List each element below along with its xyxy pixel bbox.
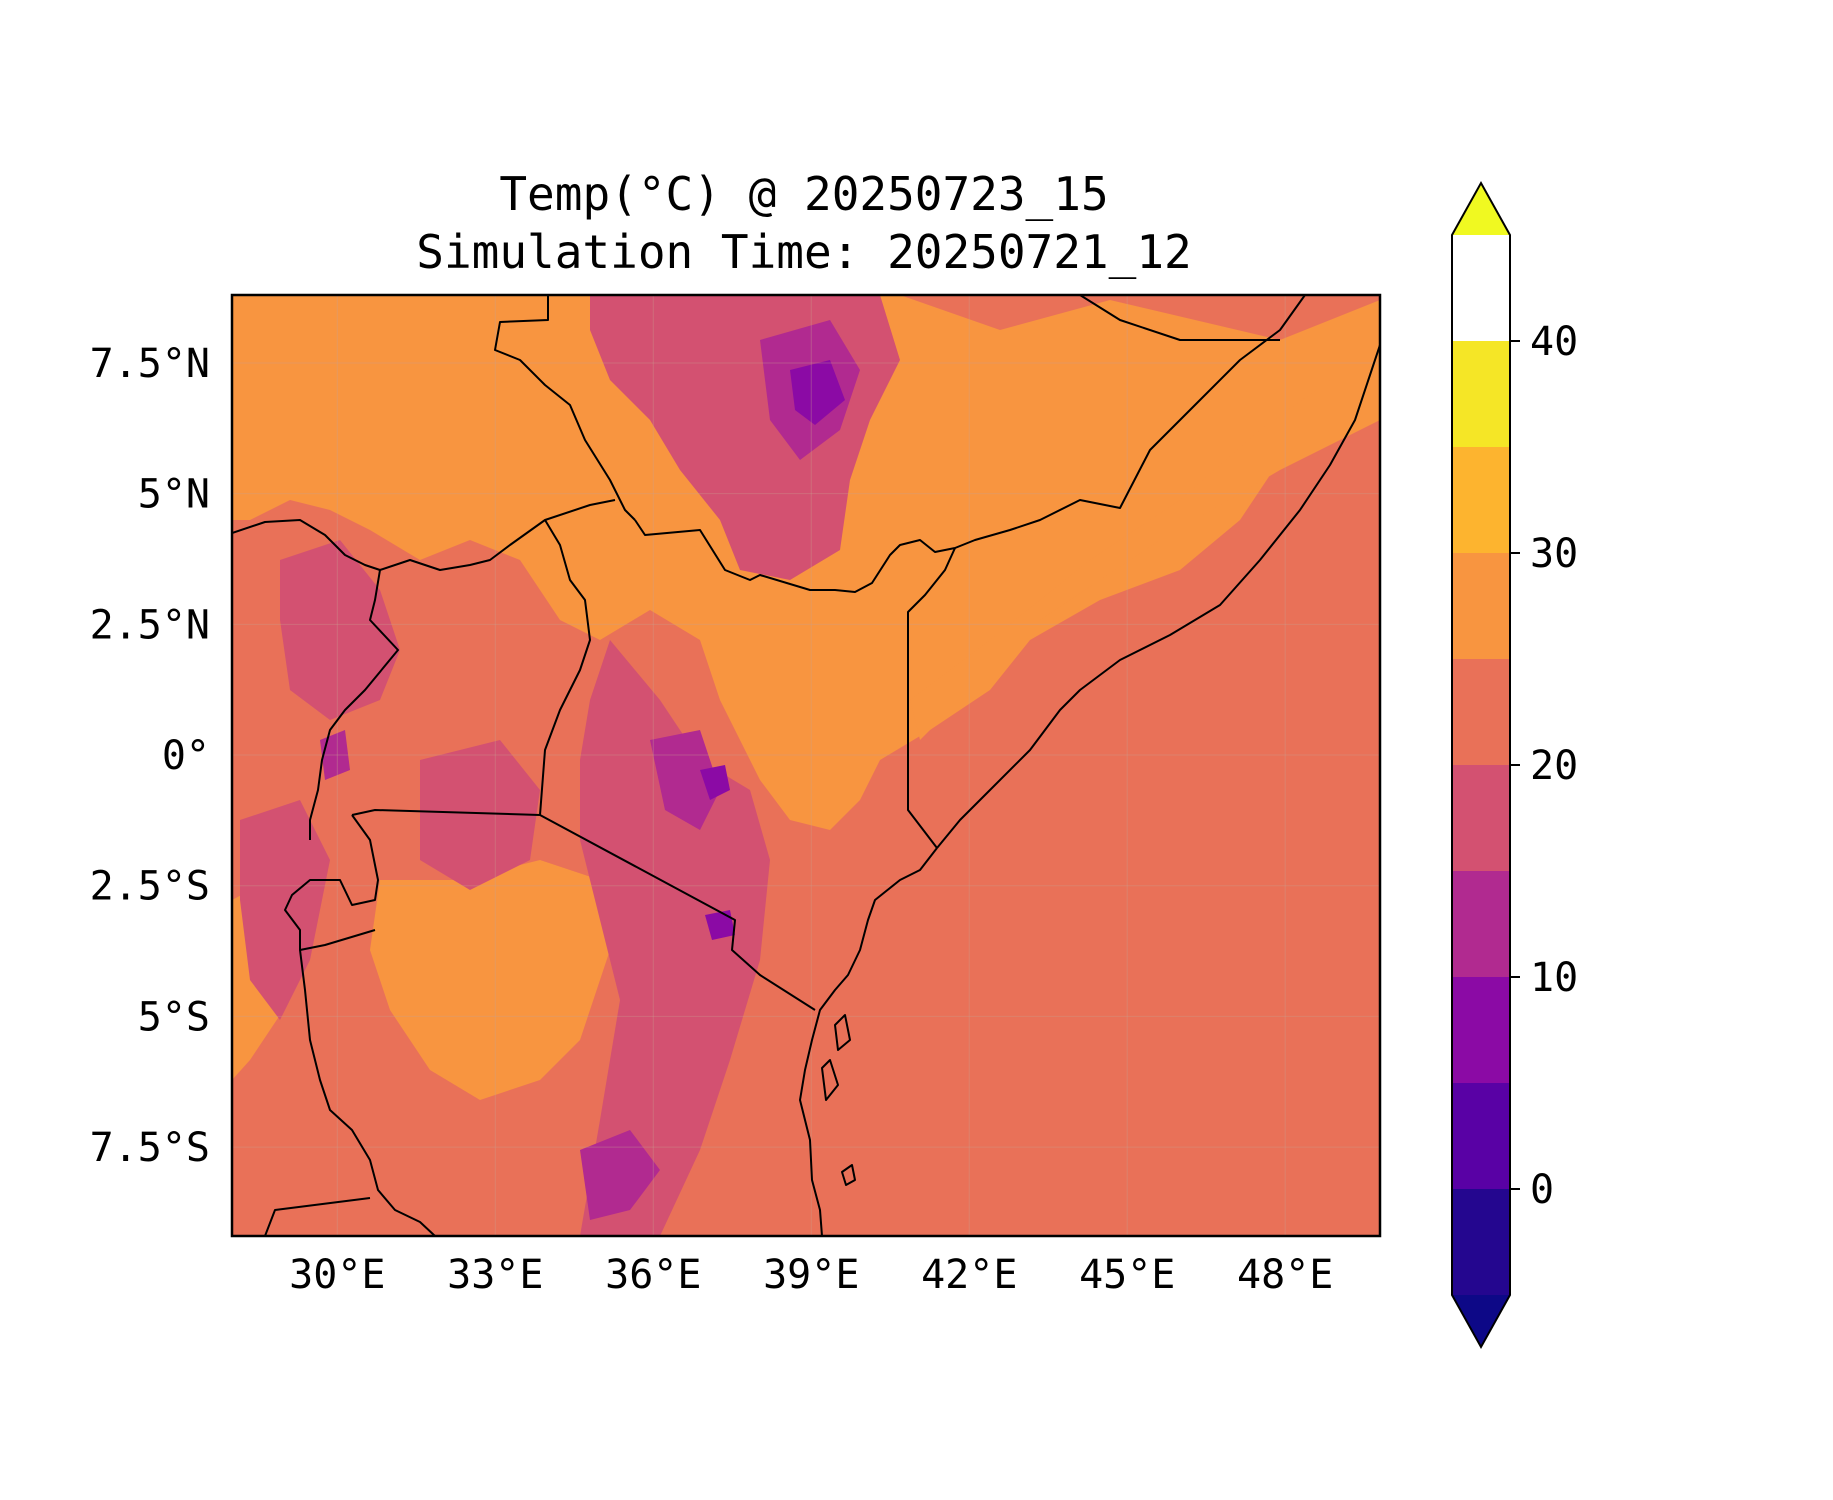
- colorbar-outline: [1451, 180, 1511, 1350]
- border-eritrea-djibouti: [1079, 295, 1280, 341]
- y-axis-ticks: 7.5°N 5°N 2.5°N 0° 2.5°S 5°S 7.5°S: [90, 341, 210, 1171]
- y-tick-label: 7.5°N: [90, 341, 210, 387]
- y-tick-label: 5°N: [138, 472, 210, 518]
- colorbar-segment: [1452, 447, 1510, 553]
- island-zanzibar: [834, 1014, 851, 1051]
- x-tick-label: 42°E: [921, 1252, 1017, 1298]
- border-ethiopia-kenya: [634, 519, 956, 593]
- y-tick-label: 0°: [162, 733, 210, 779]
- x-tick-label: 39°E: [763, 1252, 859, 1298]
- x-tick-label: 36°E: [605, 1252, 701, 1298]
- field-warm-tanzania: [370, 860, 610, 1100]
- field-peak-kenya: [650, 730, 720, 830]
- border-ethiopia-somalia: [954, 295, 1306, 549]
- field-cool-west: [280, 540, 400, 720]
- colorbar-segment: [1452, 553, 1510, 659]
- border-uganda-drc: [309, 569, 399, 840]
- border-uganda-kenya: [539, 519, 591, 816]
- x-tick-label: 30°E: [289, 1252, 385, 1298]
- colorbar-segment: [1452, 1189, 1510, 1295]
- colorbar-tick-label: 40: [1530, 319, 1578, 365]
- x-axis-ticks: 30°E 33°E 36°E 39°E 42°E 45°E 48°E: [289, 1252, 1333, 1298]
- coastline-east-africa: [799, 847, 938, 1236]
- border-south-sudan-uganda: [232, 499, 616, 571]
- map-frame: [230, 293, 1382, 1238]
- field-peak-south: [580, 1130, 660, 1220]
- country-borders: [232, 295, 1380, 1236]
- y-tick-label: 2.5°S: [90, 864, 210, 910]
- colorbar-segment: [1452, 765, 1510, 871]
- x-tick-label: 45°E: [1079, 1252, 1175, 1298]
- border-kenya-tanzania: [539, 814, 816, 1011]
- coastline-somalia: [936, 344, 1380, 849]
- x-tick-label: 48°E: [1237, 1252, 1333, 1298]
- colorbar-extend-min: [1452, 1295, 1510, 1347]
- border-sudan-ethiopia: [494, 295, 636, 521]
- colorbar-tick-label: 30: [1530, 531, 1578, 577]
- field-peak-ethiopia-core: [790, 360, 845, 425]
- colorbar-tick-label: 0: [1530, 1167, 1554, 1213]
- plot-title-line2: Simulation Time: 20250721_12: [416, 225, 1191, 279]
- border-zambia: [264, 1197, 371, 1236]
- colorbar-segment: [1452, 1083, 1510, 1189]
- field-warm-somalia-arc: [910, 340, 1380, 740]
- colorbar: 0 10 20 30 40: [1451, 180, 1578, 1350]
- colorbar-extend-max: [1452, 183, 1510, 235]
- border-drc-tanzania: [299, 949, 436, 1236]
- plot-title-line1: Temp(°C) @ 20250723_15: [499, 167, 1108, 221]
- y-tick-label: 2.5°N: [90, 602, 210, 648]
- colorbar-tick-label: 20: [1530, 743, 1578, 789]
- y-tick-label: 5°S: [138, 994, 210, 1040]
- border-kenya-somalia: [907, 547, 956, 849]
- y-tick-label: 7.5°S: [90, 1125, 210, 1171]
- island-mafia: [821, 1059, 839, 1101]
- field-cool-lake-victoria: [420, 740, 540, 890]
- field-peak-kenya-core: [700, 765, 730, 800]
- temperature-field: [232, 295, 1380, 1236]
- island-pemba: [841, 1164, 856, 1186]
- field-peak-kilimanjaro: [705, 910, 735, 940]
- colorbar-segment: [1452, 341, 1510, 447]
- colorbar-segment: [1452, 977, 1510, 1083]
- border-uganda-tanzania: [351, 809, 541, 816]
- x-tick-label: 33°E: [447, 1252, 543, 1298]
- colorbar-tick-label: 10: [1530, 955, 1578, 1001]
- colorbar-segment: [1452, 871, 1510, 977]
- colorbar-segment: [1452, 659, 1510, 765]
